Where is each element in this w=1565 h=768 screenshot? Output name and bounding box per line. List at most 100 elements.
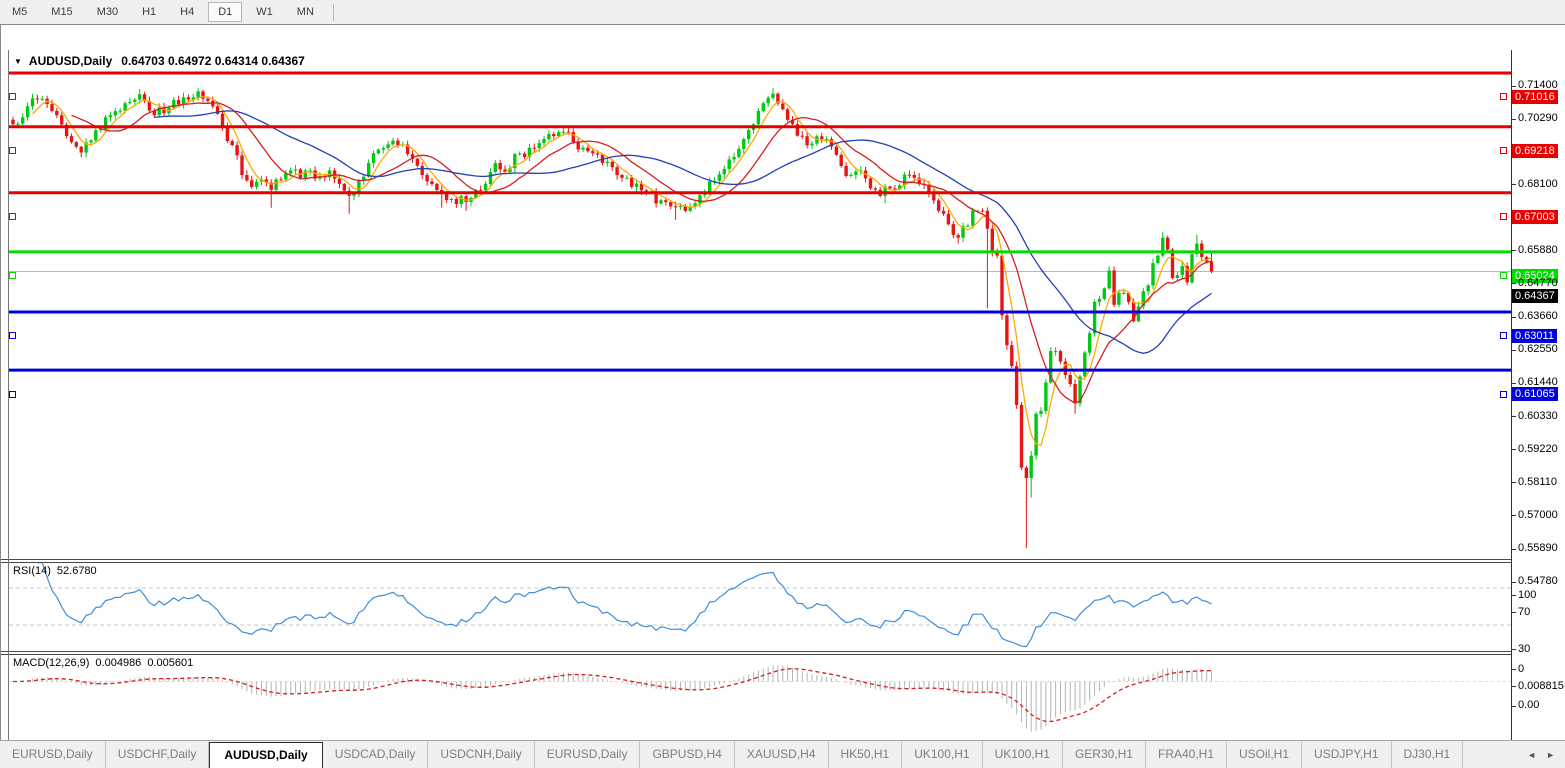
panel-separator[interactable]	[1, 559, 1512, 560]
chart-tab-bar: EURUSD,Daily USDCHF,Daily AUDUSD,Daily USDC…	[0, 740, 1565, 768]
macd-signal-value: 0.005601	[147, 657, 194, 669]
price-axis-tick	[1511, 515, 1516, 516]
timeframe-button-d1[interactable]: D1	[208, 2, 243, 22]
chart-tab-gbpusd-h4[interactable]: GBPUSD,H4	[640, 741, 735, 768]
price-chart-canvas[interactable]	[9, 50, 1511, 559]
chart-tab-ger30-h1[interactable]: GER30,H1	[1063, 741, 1146, 768]
price-axis-label: 0.65880	[1518, 244, 1558, 256]
macd-indicator-canvas[interactable]	[9, 655, 1511, 740]
timeframe-button-m15[interactable]: M15	[51, 6, 73, 18]
chart-tab-uk100-h1[interactable]: UK100,H1	[983, 741, 1063, 768]
timeframe-button-group: M5 M15 M30 H1 H4 D1 W1 MN	[0, 2, 326, 22]
macd-name: MACD(12,26,9)	[13, 657, 90, 669]
timeframe-button-m5[interactable]: M5	[12, 6, 28, 18]
price-axis-label: 0.64770	[1518, 277, 1558, 289]
macd-axis-tick	[1511, 686, 1516, 687]
price-axis-label: 0.57000	[1518, 509, 1558, 521]
price-axis-label: 0.54780	[1518, 575, 1558, 587]
timeframe-toolbar: M5 M15 M30 H1 H4 D1 W1 MN	[0, 0, 1565, 24]
price-axis-tick	[1511, 250, 1516, 251]
chart-dropdown-icon[interactable]: ▼	[14, 57, 22, 66]
chart-tab-hk50-h1[interactable]: HK50,H1	[829, 741, 903, 768]
hline-handle[interactable]	[1500, 391, 1507, 398]
rsi-axis-label: 100	[1518, 588, 1537, 601]
price-axis-tick	[1511, 350, 1516, 351]
panel-separator[interactable]	[1, 651, 1512, 652]
macd-axis-tick	[1511, 706, 1516, 707]
timeframe-button-h1[interactable]: H1	[142, 6, 157, 18]
price-axis-tick	[1511, 86, 1516, 87]
hline-handle[interactable]	[9, 391, 16, 398]
price-axis-tick	[1511, 317, 1516, 318]
chart-tab-audusd-daily[interactable]: AUDUSD,Daily	[209, 742, 323, 768]
price-axis-label: 0.68100	[1518, 178, 1558, 190]
price-axis-tick	[1511, 119, 1516, 120]
chart-tab-usdjpy-h1[interactable]: USDJPY,H1	[1302, 741, 1392, 768]
chart-tab-usdchf-daily[interactable]: USDCHF,Daily	[106, 741, 210, 768]
toolbar-separator	[332, 3, 334, 21]
hline-handle[interactable]	[9, 332, 16, 339]
chart-tab-eurusd-daily[interactable]: EURUSD,Daily	[535, 741, 641, 768]
hline-handle[interactable]	[9, 272, 16, 279]
hline-handle[interactable]	[9, 147, 16, 154]
price-axis-tick	[1511, 482, 1516, 483]
macd-main-value: 0.004986	[95, 657, 142, 669]
price-axis-tick	[1511, 549, 1516, 550]
price-axis-tick	[1511, 184, 1516, 185]
hline-handle[interactable]	[1500, 332, 1507, 339]
chart-tab-usoil-h1[interactable]: USOil,H1	[1227, 741, 1303, 768]
hline-price-badge: 0.69218	[1512, 144, 1558, 158]
rsi-axis-tick	[1511, 612, 1516, 613]
price-axis-tick	[1511, 383, 1516, 384]
rsi-axis-tick	[1511, 649, 1516, 650]
rsi-axis-label: 30	[1518, 642, 1531, 655]
chart-ohlc-values: 0.64703 0.64972 0.64314 0.64367	[121, 54, 305, 68]
timeframe-button-m30[interactable]: M30	[96, 6, 119, 18]
chart-tab-usdcnh-daily[interactable]: USDCNH,Daily	[428, 741, 535, 768]
timeframe-button-mn[interactable]: MN	[296, 6, 314, 18]
chart-tab-uk100-h1[interactable]: UK100,H1	[902, 741, 983, 768]
price-axis-tick	[1511, 283, 1516, 284]
hline-handle[interactable]	[1500, 93, 1507, 100]
chart-tab-dj30-h1[interactable]: DJ30,H1	[1392, 741, 1464, 768]
hline-price-badge: 0.67003	[1512, 210, 1558, 224]
price-axis-label: 0.55890	[1518, 542, 1558, 554]
hline-handle[interactable]	[9, 213, 16, 220]
hline-price-badge: 0.65024	[1512, 269, 1558, 283]
rsi-axis-tick	[1511, 669, 1516, 670]
rsi-indicator-canvas[interactable]	[9, 563, 1511, 651]
hline-handle[interactable]	[1500, 272, 1507, 279]
rsi-axis-label: 70	[1518, 605, 1531, 618]
macd-axis-label: 0.00	[1518, 699, 1540, 711]
timeframe-button-w1[interactable]: W1	[256, 6, 273, 18]
price-axis-label: 0.70290	[1518, 112, 1558, 124]
panel-separator[interactable]	[1, 562, 1512, 563]
rsi-label: RSI(14) 52.6780	[13, 565, 103, 577]
rsi-axis-label: 0	[1518, 662, 1525, 675]
price-axis-tick	[1511, 582, 1516, 583]
price-axis-line	[1511, 50, 1512, 741]
price-axis-label: 0.71400	[1518, 79, 1558, 91]
tab-scroll-right-icon[interactable]: ►	[1546, 750, 1555, 760]
chart-symbol-label: AUDUSD,Daily	[28, 54, 113, 68]
price-axis-label: 0.61440	[1518, 376, 1558, 388]
panel-separator[interactable]	[1, 654, 1512, 655]
chart-tab-usdcad-daily[interactable]: USDCAD,Daily	[323, 741, 429, 768]
chart-tab-eurusd-daily[interactable]: EURUSD,Daily	[0, 741, 106, 768]
macd-label: MACD(12,26,9) 0.004986 0.005601	[13, 657, 199, 669]
price-axis-tick	[1511, 416, 1516, 417]
current-price-badge: 0.64367	[1512, 289, 1558, 303]
chart-tab-fra40-h1[interactable]: FRA40,H1	[1146, 741, 1228, 768]
price-axis-tick	[1511, 449, 1516, 450]
tab-scroll-left-icon[interactable]: ◄	[1527, 750, 1537, 760]
timeframe-button-h4[interactable]: H4	[180, 6, 195, 18]
macd-axis-label: 0.008815	[1518, 680, 1564, 692]
hline-handle[interactable]	[9, 93, 16, 100]
tab-scroll-arrows: ◄ ►	[1527, 741, 1555, 768]
chart-window: ▼ AUDUSD,Daily 0.64703 0.64972 0.64314 0.6…	[0, 24, 1565, 765]
rsi-value: 52.6780	[56, 565, 97, 577]
chart-tab-xauusd-h4[interactable]: XAUUSD,H4	[735, 741, 829, 768]
hline-handle[interactable]	[1500, 147, 1507, 154]
hline-handle[interactable]	[1500, 213, 1507, 220]
